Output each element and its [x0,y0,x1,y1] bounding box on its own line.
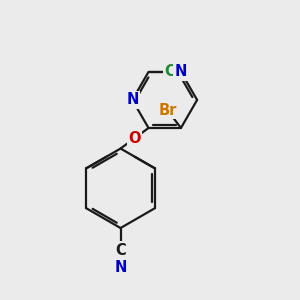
Text: N: N [114,260,127,275]
Text: Br: Br [158,103,177,118]
Text: Cl: Cl [164,64,180,80]
Text: N: N [175,64,187,80]
Text: N: N [126,92,139,107]
Text: C: C [115,243,126,258]
Text: O: O [128,131,141,146]
